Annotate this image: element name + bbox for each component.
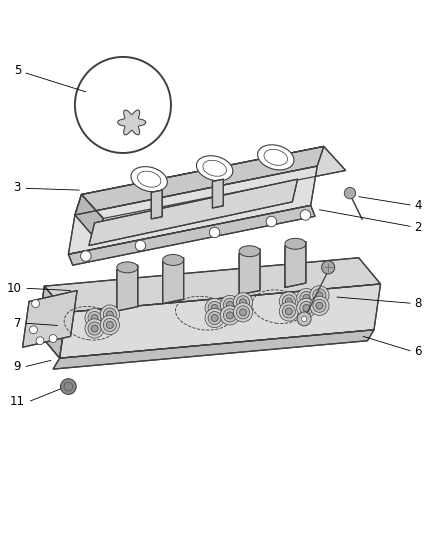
- Circle shape: [237, 296, 250, 309]
- Circle shape: [211, 314, 218, 321]
- Text: 5: 5: [14, 63, 22, 77]
- Circle shape: [135, 240, 146, 251]
- Text: 3: 3: [14, 181, 21, 195]
- Circle shape: [297, 288, 316, 308]
- Circle shape: [310, 296, 329, 316]
- Polygon shape: [81, 147, 346, 219]
- Polygon shape: [22, 290, 77, 348]
- Circle shape: [208, 302, 221, 314]
- Circle shape: [300, 210, 311, 220]
- Circle shape: [303, 304, 310, 311]
- Polygon shape: [75, 147, 324, 215]
- Text: 6: 6: [414, 345, 421, 358]
- Text: 8: 8: [414, 297, 421, 310]
- Circle shape: [226, 312, 233, 319]
- Circle shape: [205, 309, 224, 328]
- Circle shape: [211, 304, 218, 311]
- Polygon shape: [212, 179, 223, 208]
- Ellipse shape: [131, 167, 167, 192]
- Polygon shape: [44, 258, 381, 312]
- Circle shape: [103, 308, 117, 321]
- Text: 9: 9: [14, 360, 21, 374]
- Polygon shape: [38, 286, 66, 358]
- Ellipse shape: [162, 254, 184, 265]
- Circle shape: [303, 294, 310, 302]
- Circle shape: [321, 261, 335, 274]
- Circle shape: [220, 306, 240, 325]
- Polygon shape: [75, 195, 103, 240]
- Circle shape: [233, 303, 253, 322]
- Circle shape: [300, 292, 313, 304]
- Polygon shape: [38, 286, 374, 358]
- Circle shape: [297, 298, 316, 318]
- Ellipse shape: [258, 145, 294, 170]
- Circle shape: [226, 302, 233, 309]
- Circle shape: [301, 316, 307, 321]
- Circle shape: [316, 302, 323, 309]
- Circle shape: [91, 325, 98, 332]
- Circle shape: [205, 298, 224, 318]
- Circle shape: [266, 216, 277, 227]
- Ellipse shape: [196, 156, 233, 181]
- Polygon shape: [151, 190, 162, 219]
- Polygon shape: [68, 166, 317, 254]
- Circle shape: [233, 293, 253, 312]
- Text: 2: 2: [414, 221, 421, 233]
- Circle shape: [240, 309, 247, 316]
- Circle shape: [313, 289, 326, 302]
- Ellipse shape: [117, 262, 138, 273]
- Circle shape: [81, 251, 91, 261]
- Circle shape: [220, 295, 240, 314]
- Circle shape: [297, 312, 311, 326]
- Text: 7: 7: [14, 317, 21, 330]
- Ellipse shape: [285, 238, 306, 249]
- Polygon shape: [285, 241, 306, 287]
- Ellipse shape: [239, 246, 260, 257]
- Circle shape: [223, 309, 237, 322]
- Text: 10: 10: [7, 282, 21, 295]
- Circle shape: [283, 295, 295, 308]
- Polygon shape: [162, 258, 184, 304]
- Circle shape: [103, 318, 117, 332]
- Circle shape: [313, 299, 326, 312]
- Polygon shape: [118, 110, 146, 135]
- Circle shape: [240, 299, 247, 306]
- Text: 11: 11: [10, 395, 25, 408]
- Circle shape: [208, 311, 221, 325]
- Circle shape: [100, 316, 120, 335]
- Polygon shape: [89, 179, 297, 246]
- Circle shape: [106, 311, 113, 318]
- Circle shape: [300, 302, 313, 314]
- Circle shape: [279, 302, 298, 321]
- Circle shape: [209, 227, 220, 238]
- Circle shape: [286, 298, 292, 305]
- Circle shape: [88, 311, 101, 325]
- Circle shape: [310, 286, 329, 305]
- Polygon shape: [68, 205, 315, 265]
- Circle shape: [237, 306, 250, 319]
- Circle shape: [29, 326, 37, 334]
- Circle shape: [283, 305, 295, 318]
- Polygon shape: [60, 284, 381, 358]
- Polygon shape: [53, 330, 374, 369]
- Circle shape: [91, 314, 98, 321]
- Text: 4: 4: [414, 199, 421, 212]
- Polygon shape: [117, 265, 138, 311]
- Circle shape: [286, 308, 292, 315]
- Circle shape: [100, 305, 120, 324]
- Circle shape: [85, 309, 104, 328]
- Polygon shape: [239, 249, 260, 295]
- Circle shape: [106, 321, 113, 328]
- Circle shape: [85, 319, 104, 338]
- Circle shape: [344, 188, 356, 199]
- Circle shape: [88, 322, 101, 335]
- Circle shape: [32, 300, 39, 308]
- Circle shape: [316, 292, 323, 299]
- Circle shape: [36, 337, 44, 345]
- Circle shape: [60, 379, 76, 394]
- Circle shape: [279, 292, 298, 311]
- Circle shape: [223, 298, 237, 311]
- Circle shape: [49, 335, 57, 343]
